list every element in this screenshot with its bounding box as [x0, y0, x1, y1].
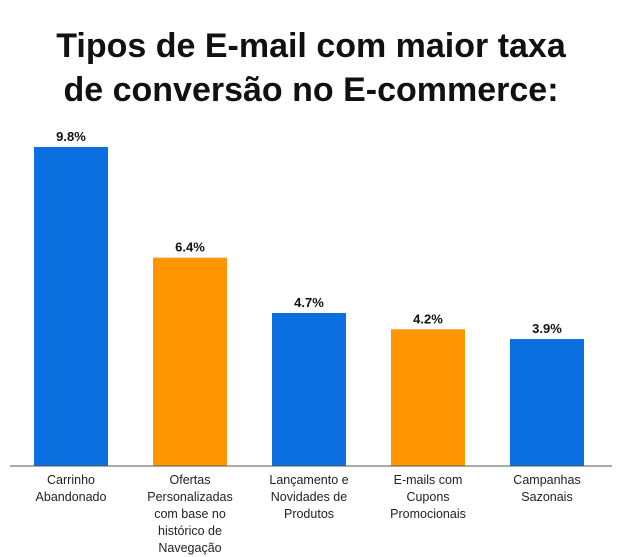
bar-1: [153, 257, 227, 466]
bars-group: [34, 147, 584, 466]
data-label-2: 4.7%: [294, 295, 324, 310]
bar-2: [272, 313, 346, 466]
category-label-line: Promocionais: [390, 507, 466, 521]
bar-0: [34, 147, 108, 466]
bar-3: [391, 329, 465, 466]
category-label-line: Sazonais: [521, 490, 573, 504]
data-label-3: 4.2%: [413, 311, 443, 326]
data-labels-group: 9.8% 6.4% 4.7% 4.2% 3.9%: [56, 129, 562, 336]
category-label-3: E-mails com Cupons Promocionais: [369, 472, 487, 523]
category-label-line: E-mails com: [393, 473, 463, 487]
category-label-line: Abandonado: [35, 490, 107, 504]
category-label-0: Carrinho Abandonado: [12, 472, 130, 506]
category-label-line: Personalizadas: [147, 490, 233, 504]
category-label-line: Navegação: [158, 541, 222, 555]
category-label-line: Cupons: [406, 490, 450, 504]
category-label-line: Novidades de: [270, 490, 348, 504]
category-label-line: Ofertas: [169, 473, 211, 487]
category-label-line: Lançamento e: [269, 473, 349, 487]
category-label-line: Campanhas: [513, 473, 581, 487]
bar-4: [510, 339, 584, 466]
category-label-line: Produtos: [283, 507, 335, 521]
chart-title-line-1: Tipos de E-mail com maior taxa: [56, 27, 566, 65]
data-label-4: 3.9%: [532, 321, 562, 336]
category-label-2: Lançamento e Novidades de Produtos: [250, 472, 368, 523]
data-label-1: 6.4%: [175, 240, 205, 255]
category-label-1: Ofertas Personalizadas com base no históric…: [131, 472, 249, 557]
category-label-line: histórico de: [158, 524, 222, 538]
chart-title-line-2: de conversão no E-commerce:: [63, 71, 559, 109]
category-label-line: Carrinho: [47, 473, 95, 487]
category-label-4: Campanhas Sazonais: [488, 472, 606, 506]
category-label-line: com base no: [154, 507, 226, 521]
data-label-0: 9.8%: [56, 129, 86, 144]
